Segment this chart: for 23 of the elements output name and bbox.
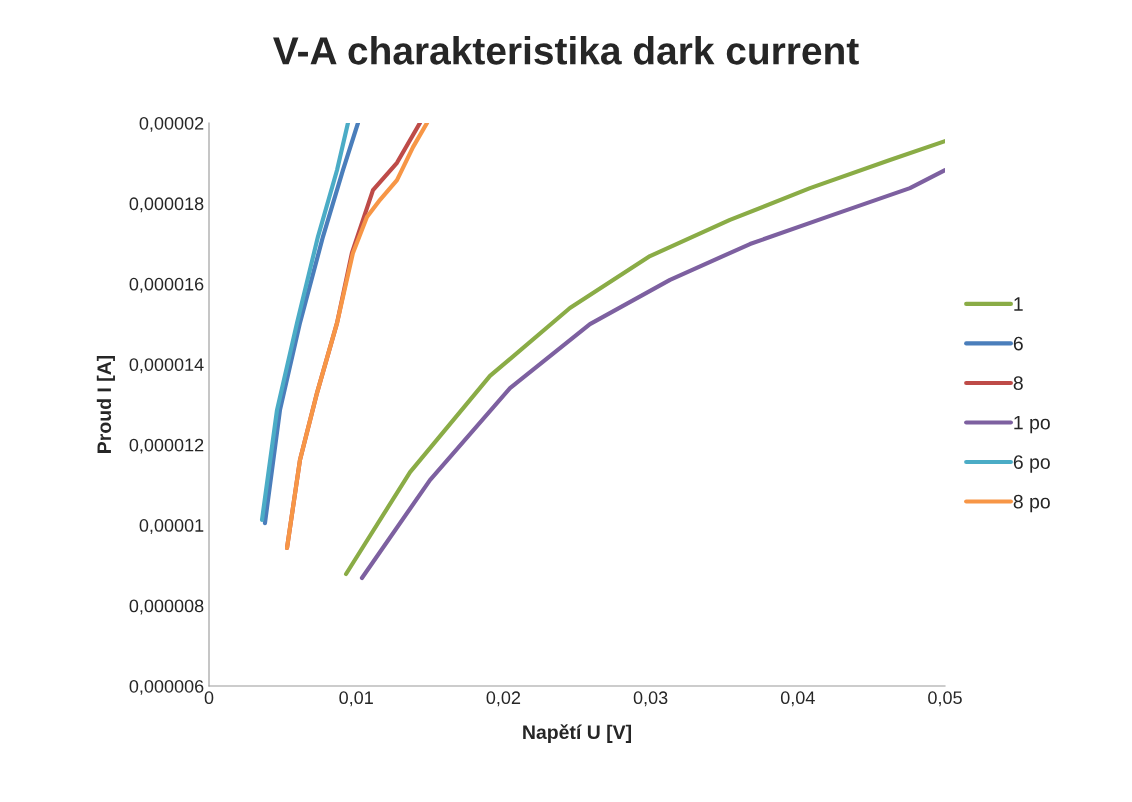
x-tick-label: 0,04 [780, 691, 815, 707]
legend-label: 6 po [1013, 455, 1050, 473]
y-tick-label: 0,000014 [129, 358, 204, 374]
x-tick-label: 0,03 [633, 691, 668, 707]
x-axis-title: Napětí U [V] [523, 724, 632, 743]
legend-label: 1 [1014, 297, 1023, 311]
legend-label: 8 [1013, 376, 1023, 390]
legend-label: 6 [1013, 336, 1023, 351]
y-tick-label: 0,000012 [129, 438, 204, 454]
y-tick-label: 0,00002 [139, 116, 204, 132]
chart-title: V-A charakteristika dark current [273, 36, 859, 65]
y-axis-title: Proud I [A] [96, 355, 115, 453]
x-tick-label: 0,01 [339, 691, 373, 707]
legend-label: 8 po [1013, 494, 1050, 513]
y-tick-label: 0,000008 [129, 599, 204, 615]
x-tick-label: 0,05 [928, 691, 962, 707]
y-tick-label: 0,00001 [139, 519, 204, 534]
x-tick-label: 0 [204, 691, 214, 705]
legend-label: 1 po [1014, 415, 1050, 434]
y-tick-label: 0,000006 [129, 679, 204, 695]
x-tick-label: 0,02 [486, 691, 521, 707]
y-tick-label: 0,000018 [129, 197, 204, 213]
y-tick-label: 0,000016 [129, 277, 204, 293]
